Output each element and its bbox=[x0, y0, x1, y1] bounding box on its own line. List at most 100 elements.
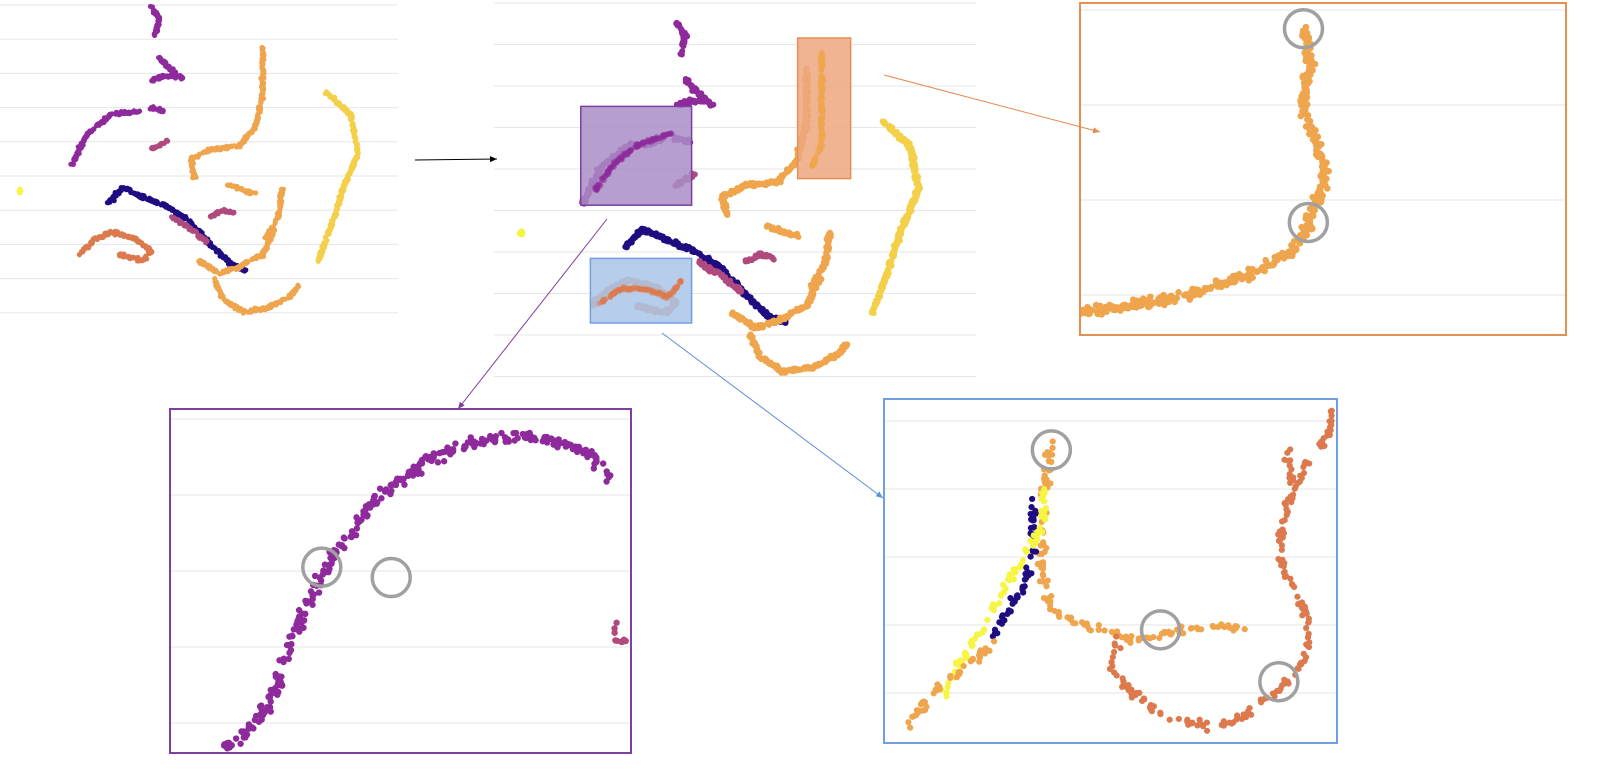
data-point bbox=[1034, 528, 1041, 535]
data-point bbox=[378, 495, 385, 502]
data-point bbox=[574, 448, 581, 456]
data-point bbox=[394, 475, 401, 482]
data-point bbox=[170, 66, 176, 72]
data-point bbox=[1210, 623, 1217, 631]
data-point bbox=[315, 589, 323, 596]
data-point bbox=[183, 223, 189, 229]
highlight-circle bbox=[301, 546, 343, 588]
data-point bbox=[751, 183, 758, 190]
cluster-yellow-2 bbox=[938, 486, 1050, 700]
data-point bbox=[258, 716, 265, 723]
data-point bbox=[254, 113, 260, 120]
data-point bbox=[112, 232, 118, 238]
data-point bbox=[153, 24, 159, 30]
data-point bbox=[191, 227, 198, 234]
data-point bbox=[1300, 469, 1308, 477]
cluster-navy-1 bbox=[989, 495, 1040, 640]
data-point bbox=[1116, 305, 1124, 313]
data-point bbox=[161, 73, 167, 79]
cluster-yellow-10 bbox=[516, 228, 526, 238]
data-point bbox=[614, 157, 621, 164]
data-point bbox=[150, 106, 156, 112]
data-point bbox=[207, 213, 213, 219]
cluster-purple-0 bbox=[220, 429, 614, 752]
data-point bbox=[1017, 563, 1024, 570]
data-point bbox=[756, 323, 763, 330]
data-point bbox=[1150, 299, 1158, 307]
data-point bbox=[1001, 617, 1008, 624]
data-point bbox=[1043, 476, 1050, 483]
data-point bbox=[352, 135, 358, 141]
data-point bbox=[265, 305, 272, 311]
data-point bbox=[155, 143, 161, 149]
data-point bbox=[615, 288, 621, 295]
highlight-circle bbox=[370, 556, 412, 599]
orange-zoom-plot bbox=[1079, 2, 1567, 336]
data-point bbox=[1114, 628, 1121, 635]
cluster-orange-16 bbox=[212, 276, 302, 316]
data-point bbox=[259, 83, 265, 89]
data-point bbox=[804, 301, 811, 308]
data-point bbox=[981, 650, 988, 657]
data-point bbox=[961, 649, 969, 656]
data-point bbox=[905, 210, 912, 217]
data-point bbox=[888, 127, 895, 134]
data-point bbox=[160, 140, 166, 147]
data-point bbox=[720, 202, 727, 209]
data-point bbox=[1095, 621, 1102, 629]
data-point bbox=[514, 434, 521, 442]
data-point bbox=[1282, 573, 1290, 580]
gridlines bbox=[494, 2, 976, 377]
data-point bbox=[1309, 212, 1317, 220]
data-point bbox=[261, 50, 267, 56]
data-point bbox=[879, 284, 886, 291]
data-point bbox=[1186, 294, 1193, 302]
data-point bbox=[891, 249, 898, 256]
selection-scatter-plot bbox=[494, 2, 976, 377]
data-point bbox=[1270, 261, 1278, 268]
data-point bbox=[1030, 532, 1037, 539]
data-point bbox=[1135, 635, 1142, 642]
data-point bbox=[1276, 537, 1284, 544]
data-point bbox=[773, 180, 780, 187]
data-point bbox=[239, 139, 246, 145]
data-point bbox=[316, 256, 322, 262]
data-point bbox=[232, 304, 238, 310]
data-point bbox=[1324, 432, 1331, 439]
data-point bbox=[353, 525, 361, 532]
data-point bbox=[819, 74, 826, 81]
data-point bbox=[1314, 190, 1321, 197]
data-point bbox=[332, 212, 338, 218]
data-point bbox=[1312, 135, 1319, 142]
cluster-orange-7 bbox=[763, 222, 802, 240]
data-point bbox=[258, 96, 264, 102]
cluster-purple-2 bbox=[149, 71, 179, 84]
data-point bbox=[911, 175, 918, 182]
data-point bbox=[206, 264, 212, 270]
data-point bbox=[1257, 266, 1265, 273]
data-point bbox=[418, 470, 425, 477]
data-point bbox=[960, 662, 967, 670]
data-point bbox=[324, 237, 330, 243]
data-point bbox=[285, 655, 292, 663]
data-point bbox=[683, 31, 690, 38]
data-point bbox=[345, 173, 351, 179]
data-point bbox=[641, 141, 647, 147]
data-point bbox=[808, 291, 815, 298]
data-point bbox=[244, 135, 250, 141]
data-point bbox=[1002, 585, 1009, 592]
data-point bbox=[187, 218, 193, 224]
data-point bbox=[996, 600, 1003, 607]
data-point bbox=[1321, 169, 1328, 176]
data-point bbox=[620, 285, 627, 291]
panel-frame bbox=[169, 408, 632, 754]
data-point bbox=[819, 115, 826, 121]
data-point bbox=[498, 429, 505, 437]
data-point bbox=[401, 481, 408, 488]
data-point bbox=[273, 302, 279, 308]
data-point bbox=[607, 165, 614, 171]
data-point bbox=[1146, 635, 1153, 642]
data-point bbox=[678, 279, 684, 286]
cluster-magenta-14 bbox=[207, 206, 237, 220]
data-point bbox=[681, 38, 688, 45]
